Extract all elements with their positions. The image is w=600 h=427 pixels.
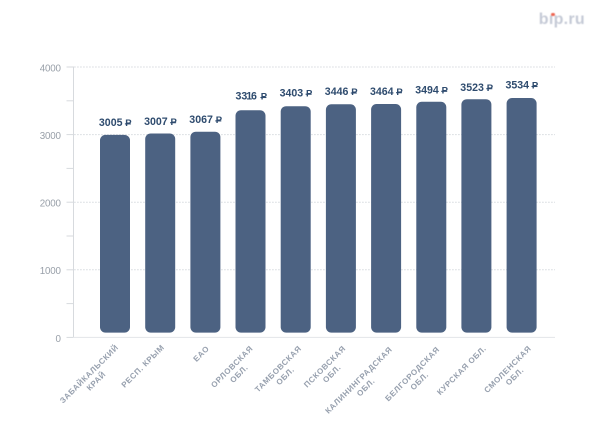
svg-text:2000: 2000 — [40, 199, 62, 210]
svg-text:3523: 3523 — [460, 82, 484, 94]
svg-text:3067: 3067 — [189, 114, 213, 126]
svg-text:1000: 1000 — [40, 266, 62, 277]
svg-text:3005: 3005 — [99, 117, 123, 129]
svg-text:3007: 3007 — [144, 116, 168, 128]
svg-text:3403: 3403 — [280, 87, 304, 99]
svg-text:3494: 3494 — [415, 84, 439, 96]
svg-text:3534: 3534 — [506, 80, 530, 92]
svg-text:3446: 3446 — [325, 86, 349, 98]
svg-text:3000: 3000 — [40, 131, 62, 142]
svg-text:0: 0 — [56, 334, 62, 345]
svg-text:4000: 4000 — [40, 63, 62, 74]
svg-text:3316: 3316 — [235, 91, 257, 103]
svg-text:3464: 3464 — [370, 86, 394, 98]
